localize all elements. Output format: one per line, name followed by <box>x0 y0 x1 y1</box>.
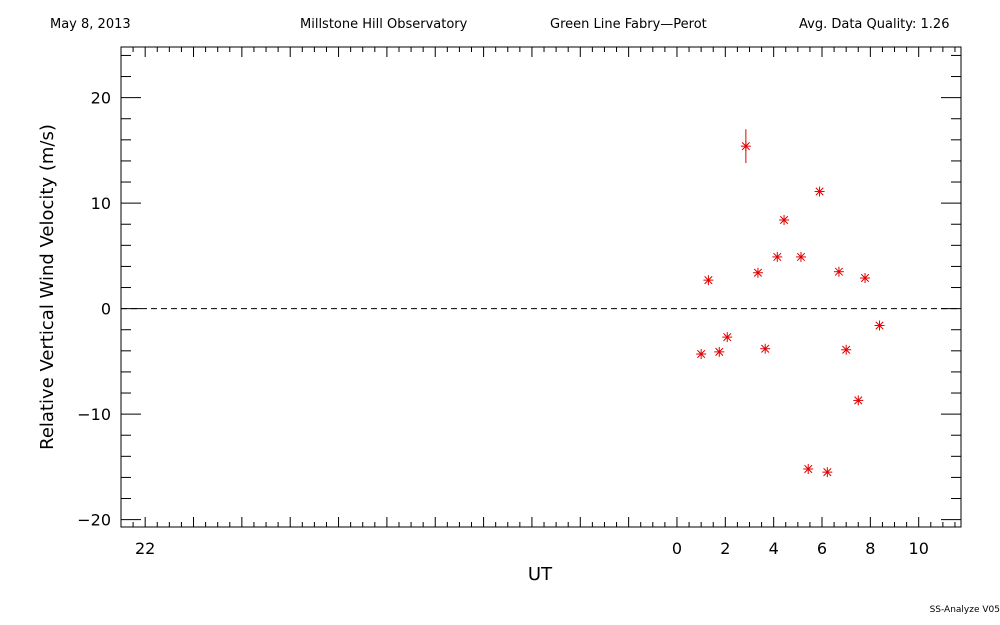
y-axis-tick-labels: −20 −10 0 10 20 <box>77 89 111 530</box>
x-tick-label: 2 <box>720 539 730 558</box>
version-label: SS-Analyze V05 <box>929 605 1000 615</box>
y-tick-label: −20 <box>77 511 111 530</box>
y-axis-ticks <box>121 54 961 521</box>
data-point <box>803 463 814 474</box>
y-tick-label: 0 <box>101 300 111 319</box>
data-point <box>822 467 833 478</box>
data-point <box>860 273 871 284</box>
x-axis-ticks <box>120 47 956 527</box>
x-tick-label: 0 <box>672 539 682 558</box>
x-tick-label: 22 <box>135 539 155 558</box>
data-point <box>779 215 790 226</box>
y-axis-title: Relative Vertical Wind Velocity (m/s) <box>37 124 58 450</box>
data-point <box>703 275 714 286</box>
header-quality: Avg. Data Quality: 1.26 <box>799 17 950 32</box>
data-point <box>772 251 783 262</box>
data-point <box>752 267 763 278</box>
y-tick-label: −10 <box>77 405 111 424</box>
y-tick-label: 20 <box>91 89 111 108</box>
x-tick-label: 4 <box>769 539 779 558</box>
data-point <box>722 332 733 343</box>
data-point <box>795 251 806 262</box>
x-tick-label: 10 <box>909 539 929 558</box>
data-point <box>833 266 844 277</box>
data-point <box>696 348 707 359</box>
x-tick-label: 8 <box>865 539 875 558</box>
data-point <box>740 129 751 164</box>
x-tick-label: 6 <box>817 539 827 558</box>
data-points <box>696 129 885 478</box>
data-point <box>814 186 825 197</box>
x-axis-tick-labels: 22 0 2 4 6 8 10 <box>135 539 929 558</box>
data-point <box>874 320 885 331</box>
data-point <box>841 344 852 355</box>
header-date: May 8, 2013 <box>50 17 131 32</box>
data-point <box>714 346 725 357</box>
header-instrument: Green Line Fabry—Perot <box>550 17 707 32</box>
x-axis-title: UT <box>528 564 553 585</box>
data-point <box>853 395 864 406</box>
plot-frame <box>120 46 962 528</box>
data-point <box>760 343 771 354</box>
header-observatory: Millstone Hill Observatory <box>300 17 468 32</box>
y-tick-label: 10 <box>91 194 111 213</box>
